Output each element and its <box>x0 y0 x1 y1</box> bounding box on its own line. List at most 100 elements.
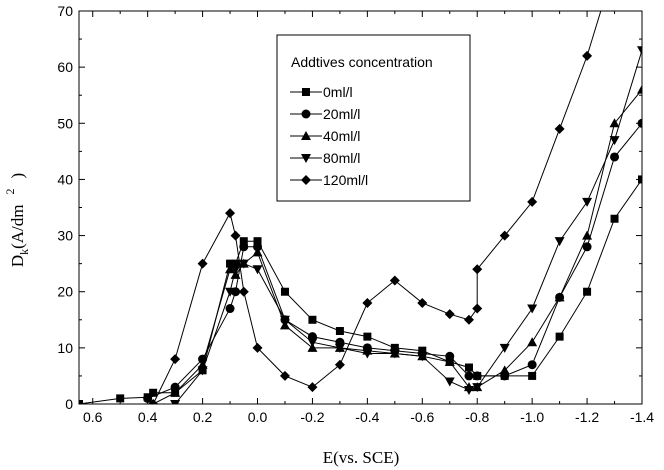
series-120ml-l <box>148 11 602 404</box>
y-tick-label: 40 <box>57 171 73 187</box>
data-point <box>417 352 428 362</box>
data-point <box>238 259 249 269</box>
data-point <box>362 297 373 308</box>
legend-swatch-marker <box>301 131 311 140</box>
x-tick-label: -0.6 <box>410 409 434 425</box>
y-tick-label: 0 <box>65 396 73 412</box>
data-point <box>499 230 510 241</box>
data-point <box>582 197 593 207</box>
legend-swatch-marker <box>302 88 310 96</box>
data-point <box>253 242 263 252</box>
data-point <box>527 304 538 314</box>
ticks: 0.6 0.4 0.2 0.0 -0.2 -0.4 -0.6 -0.8 -1.0 -1.2 -1.4… <box>57 3 654 425</box>
data-point <box>472 371 482 381</box>
data-point <box>279 370 290 381</box>
legend-label: 120ml/l <box>323 172 368 188</box>
x-tick-label: -1.2 <box>575 409 599 425</box>
legend-box <box>276 34 471 202</box>
data-point <box>279 315 290 325</box>
x-axis-title: E(vs. SCE) <box>323 448 400 467</box>
data-point <box>148 399 159 404</box>
data-point <box>444 309 455 320</box>
legend-title: Addtives concentration <box>291 54 433 70</box>
data-point <box>225 264 236 274</box>
y-tick-label: 20 <box>57 284 73 300</box>
data-point <box>444 377 455 387</box>
series-0ml-l <box>79 175 642 404</box>
legend-items: 0ml/l 20ml/l 40ml/l 80ml/l 120ml/l <box>290 84 368 188</box>
data-point <box>528 371 537 380</box>
data-point <box>610 152 620 162</box>
data-point <box>445 351 455 361</box>
data-point <box>225 287 236 297</box>
data-point <box>464 363 473 372</box>
x-tick-label: -1.4 <box>630 409 654 425</box>
data-point <box>239 242 249 252</box>
y-tick-label: 10 <box>57 340 73 356</box>
data-point <box>583 287 592 296</box>
legend-label: 20ml/l <box>323 106 360 122</box>
series-line <box>152 11 602 404</box>
data-point <box>170 382 180 392</box>
y-axis-title-sup: 2 <box>3 189 17 195</box>
data-point <box>463 314 474 325</box>
y-axis-title-sub: k <box>17 249 31 255</box>
data-point <box>307 342 318 352</box>
data-point <box>239 237 248 246</box>
data-point <box>225 304 235 314</box>
data-point <box>389 275 400 286</box>
data-point <box>610 214 619 223</box>
data-point <box>335 327 344 336</box>
y-tick-label: 60 <box>57 59 73 75</box>
x-tick-label: 0.0 <box>248 409 268 425</box>
legend-item: 80ml/l <box>290 150 360 166</box>
series-line <box>79 179 642 404</box>
x-tick-label: -0.2 <box>300 409 324 425</box>
data-point <box>582 230 593 240</box>
data-point <box>170 387 181 397</box>
y-tick-label: 50 <box>57 115 73 131</box>
x-tick-label: 0.4 <box>138 409 158 425</box>
data-point <box>444 356 455 366</box>
data-point <box>472 383 483 393</box>
data-point <box>230 269 241 279</box>
data-point <box>149 388 158 397</box>
x-tick-label: -1.0 <box>520 409 544 425</box>
data-point <box>389 349 400 359</box>
data-point <box>225 208 236 219</box>
data-point <box>363 332 372 341</box>
data-point <box>555 332 564 341</box>
data-point <box>197 258 208 269</box>
data-point <box>527 196 538 207</box>
data-point <box>279 320 290 330</box>
legend-label: 80ml/l <box>323 150 360 166</box>
data-point <box>252 342 263 353</box>
y-axis-title: Dk(A/dm 2) <box>3 173 31 267</box>
legend-swatch-marker <box>301 175 311 185</box>
data-point <box>362 349 373 359</box>
y-axis-title-main: D <box>8 255 27 267</box>
data-point <box>499 343 510 353</box>
data-point <box>609 136 620 146</box>
data-point <box>231 259 240 268</box>
data-point <box>527 360 537 370</box>
legend: Addtives concentration 0ml/l 20ml/l 40ml/l… <box>276 34 471 202</box>
legend-item: 40ml/l <box>290 128 360 144</box>
data-point <box>252 265 263 275</box>
data-point <box>464 371 474 381</box>
data-point <box>170 354 181 365</box>
series-80ml-l <box>170 46 642 404</box>
data-point <box>527 337 538 347</box>
data-point <box>334 343 345 353</box>
data-point <box>582 242 592 252</box>
series-line <box>147 122 642 399</box>
legend-swatch-marker <box>301 109 311 119</box>
data-point <box>582 50 593 61</box>
data-point <box>472 303 483 314</box>
x-tick-label: -0.8 <box>465 409 489 425</box>
series-group <box>79 11 642 404</box>
legend-item: 20ml/l <box>290 106 360 122</box>
data-point <box>79 400 83 404</box>
data-point <box>226 259 235 268</box>
data-point <box>499 365 510 375</box>
